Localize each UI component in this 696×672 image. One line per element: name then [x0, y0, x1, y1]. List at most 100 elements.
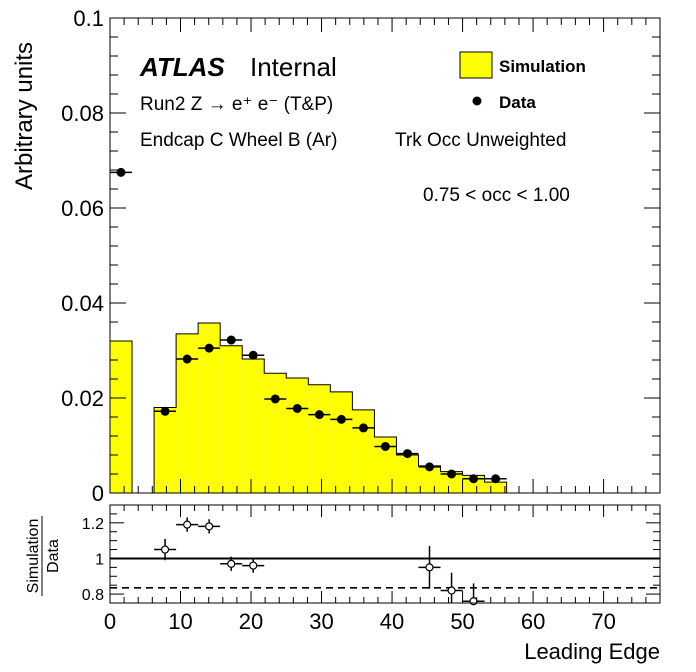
- x-tick-label: 40: [380, 609, 404, 634]
- ratio-frame: [109, 504, 661, 604]
- ratio-y-tick-labels: 0.8 1 1.2: [82, 516, 104, 604]
- y-axis-label: Arbitrary units: [11, 42, 38, 190]
- ratio-point: [440, 572, 463, 603]
- ratio-point: [176, 517, 199, 532]
- data-point: [418, 462, 441, 472]
- data-points: [109, 167, 507, 484]
- ratio-y-tick-label: 1.2: [82, 516, 104, 533]
- data-point: [242, 350, 265, 360]
- data-point: [462, 474, 485, 484]
- data-point-marker: [226, 335, 236, 345]
- ratio-point-marker: [205, 522, 214, 531]
- x-tick-label: 50: [450, 609, 474, 634]
- data-point-marker: [314, 410, 324, 420]
- simulation-bar: [198, 322, 221, 493]
- ratio-y-tick-label: 0.8: [82, 587, 104, 604]
- data-point-marker: [292, 403, 302, 413]
- ratio-point: [220, 556, 243, 571]
- simulation-bar: [396, 455, 419, 493]
- simulation-bar: [418, 465, 441, 493]
- x-tick-label: 30: [309, 609, 333, 634]
- simulation-bar: [462, 475, 485, 493]
- simulation-bar: [264, 373, 287, 493]
- ratio-y-label: Simulation Data: [25, 516, 62, 596]
- legend-simulation-label: Simulation: [499, 57, 586, 76]
- main-ticks: [109, 17, 661, 494]
- main-y-tick-label: 0.02: [61, 386, 104, 411]
- ratio-point-marker: [160, 545, 170, 554]
- data-point: [109, 167, 133, 177]
- x-tick-label: 0: [104, 609, 116, 634]
- legend-data-marker: [472, 96, 482, 106]
- ratio-point-marker: [447, 586, 456, 595]
- data-point: [198, 343, 221, 353]
- data-point-marker: [402, 449, 412, 459]
- data-point: [484, 474, 507, 484]
- main-y-tick-label: 0: [92, 481, 104, 506]
- data-point-marker: [380, 441, 390, 451]
- main-y-tick-label: 0.04: [61, 291, 104, 316]
- data-point: [374, 441, 397, 451]
- data-point-marker: [182, 354, 192, 364]
- simulation-bar: [330, 391, 353, 493]
- main-y-tick-label: 0.06: [61, 196, 104, 221]
- ratio-point-marker: [249, 561, 258, 570]
- data-point: [264, 394, 287, 404]
- data-point: [396, 449, 419, 459]
- data-point: [286, 403, 309, 413]
- ratio-reference-lines: [110, 557, 660, 589]
- simulation-bar: [286, 378, 309, 493]
- simulation-bar: [308, 384, 331, 493]
- ratio-panel: 0.811.2 0 10 20 30 40 50 60 70 Simulation Data …: [25, 504, 661, 664]
- data-point-marker: [336, 414, 346, 424]
- ratio-ticks: [109, 504, 661, 603]
- simulation-bar: [220, 345, 243, 493]
- ratio-point: [154, 538, 177, 561]
- ratio-points: [154, 517, 485, 606]
- x-tick-label: 60: [521, 609, 545, 634]
- x-axis-label: Leading Edge: [524, 639, 660, 664]
- legend-data-label: Data: [499, 93, 536, 112]
- ratio-point-marker: [469, 597, 478, 606]
- occupancy-cut-label: 0.75 < occ < 1.00: [423, 185, 570, 206]
- ratio-point-marker: [227, 559, 236, 568]
- x-tick-label: 20: [239, 609, 263, 634]
- simulation-histogram: [109, 322, 508, 494]
- data-point-marker: [424, 462, 434, 472]
- data-point: [220, 335, 243, 345]
- process-label: Run2 Z → e⁺ e⁻ (T&P): [140, 94, 333, 115]
- simulation-outline: [109, 322, 508, 494]
- data-point-marker: [116, 167, 126, 177]
- ratio-point-marker: [425, 563, 434, 572]
- ratio-y-label-numerator: Simulation: [25, 519, 42, 594]
- ratio-point: [418, 545, 441, 589]
- data-point-marker: [469, 474, 479, 484]
- ratio-point: [242, 558, 265, 573]
- data-point: [440, 469, 463, 479]
- data-point-marker: [491, 474, 501, 484]
- data-point: [330, 414, 353, 424]
- data-point-marker: [358, 423, 368, 433]
- simulation-bar: [440, 471, 463, 493]
- ratio-y-tick-label: 1: [95, 551, 104, 568]
- simulation-bar: [352, 409, 375, 493]
- simulation-bar: [242, 359, 265, 493]
- ratio-point: [462, 583, 485, 606]
- legend-simulation-swatch: [459, 51, 493, 79]
- x-tick-labels: 0 10 20 30 40 50 60 70: [104, 609, 616, 634]
- ratio-point: [198, 519, 221, 534]
- main-frame: [109, 17, 661, 494]
- atlas-label: ATLAS: [139, 52, 225, 82]
- main-y-tick-label: 0.1: [73, 6, 104, 31]
- simulation-bar: [374, 436, 397, 493]
- data-point-marker: [447, 469, 457, 479]
- internal-label: Internal: [250, 52, 337, 82]
- data-point: [154, 406, 177, 416]
- simulation-bar: [484, 482, 507, 493]
- data-point: [308, 410, 331, 420]
- x-tick-label: 70: [591, 609, 615, 634]
- simulation-bar: [154, 407, 177, 493]
- x-tick-label: 10: [168, 609, 192, 634]
- data-point-marker: [248, 350, 258, 360]
- main-y-tick-label: 0.08: [61, 101, 104, 126]
